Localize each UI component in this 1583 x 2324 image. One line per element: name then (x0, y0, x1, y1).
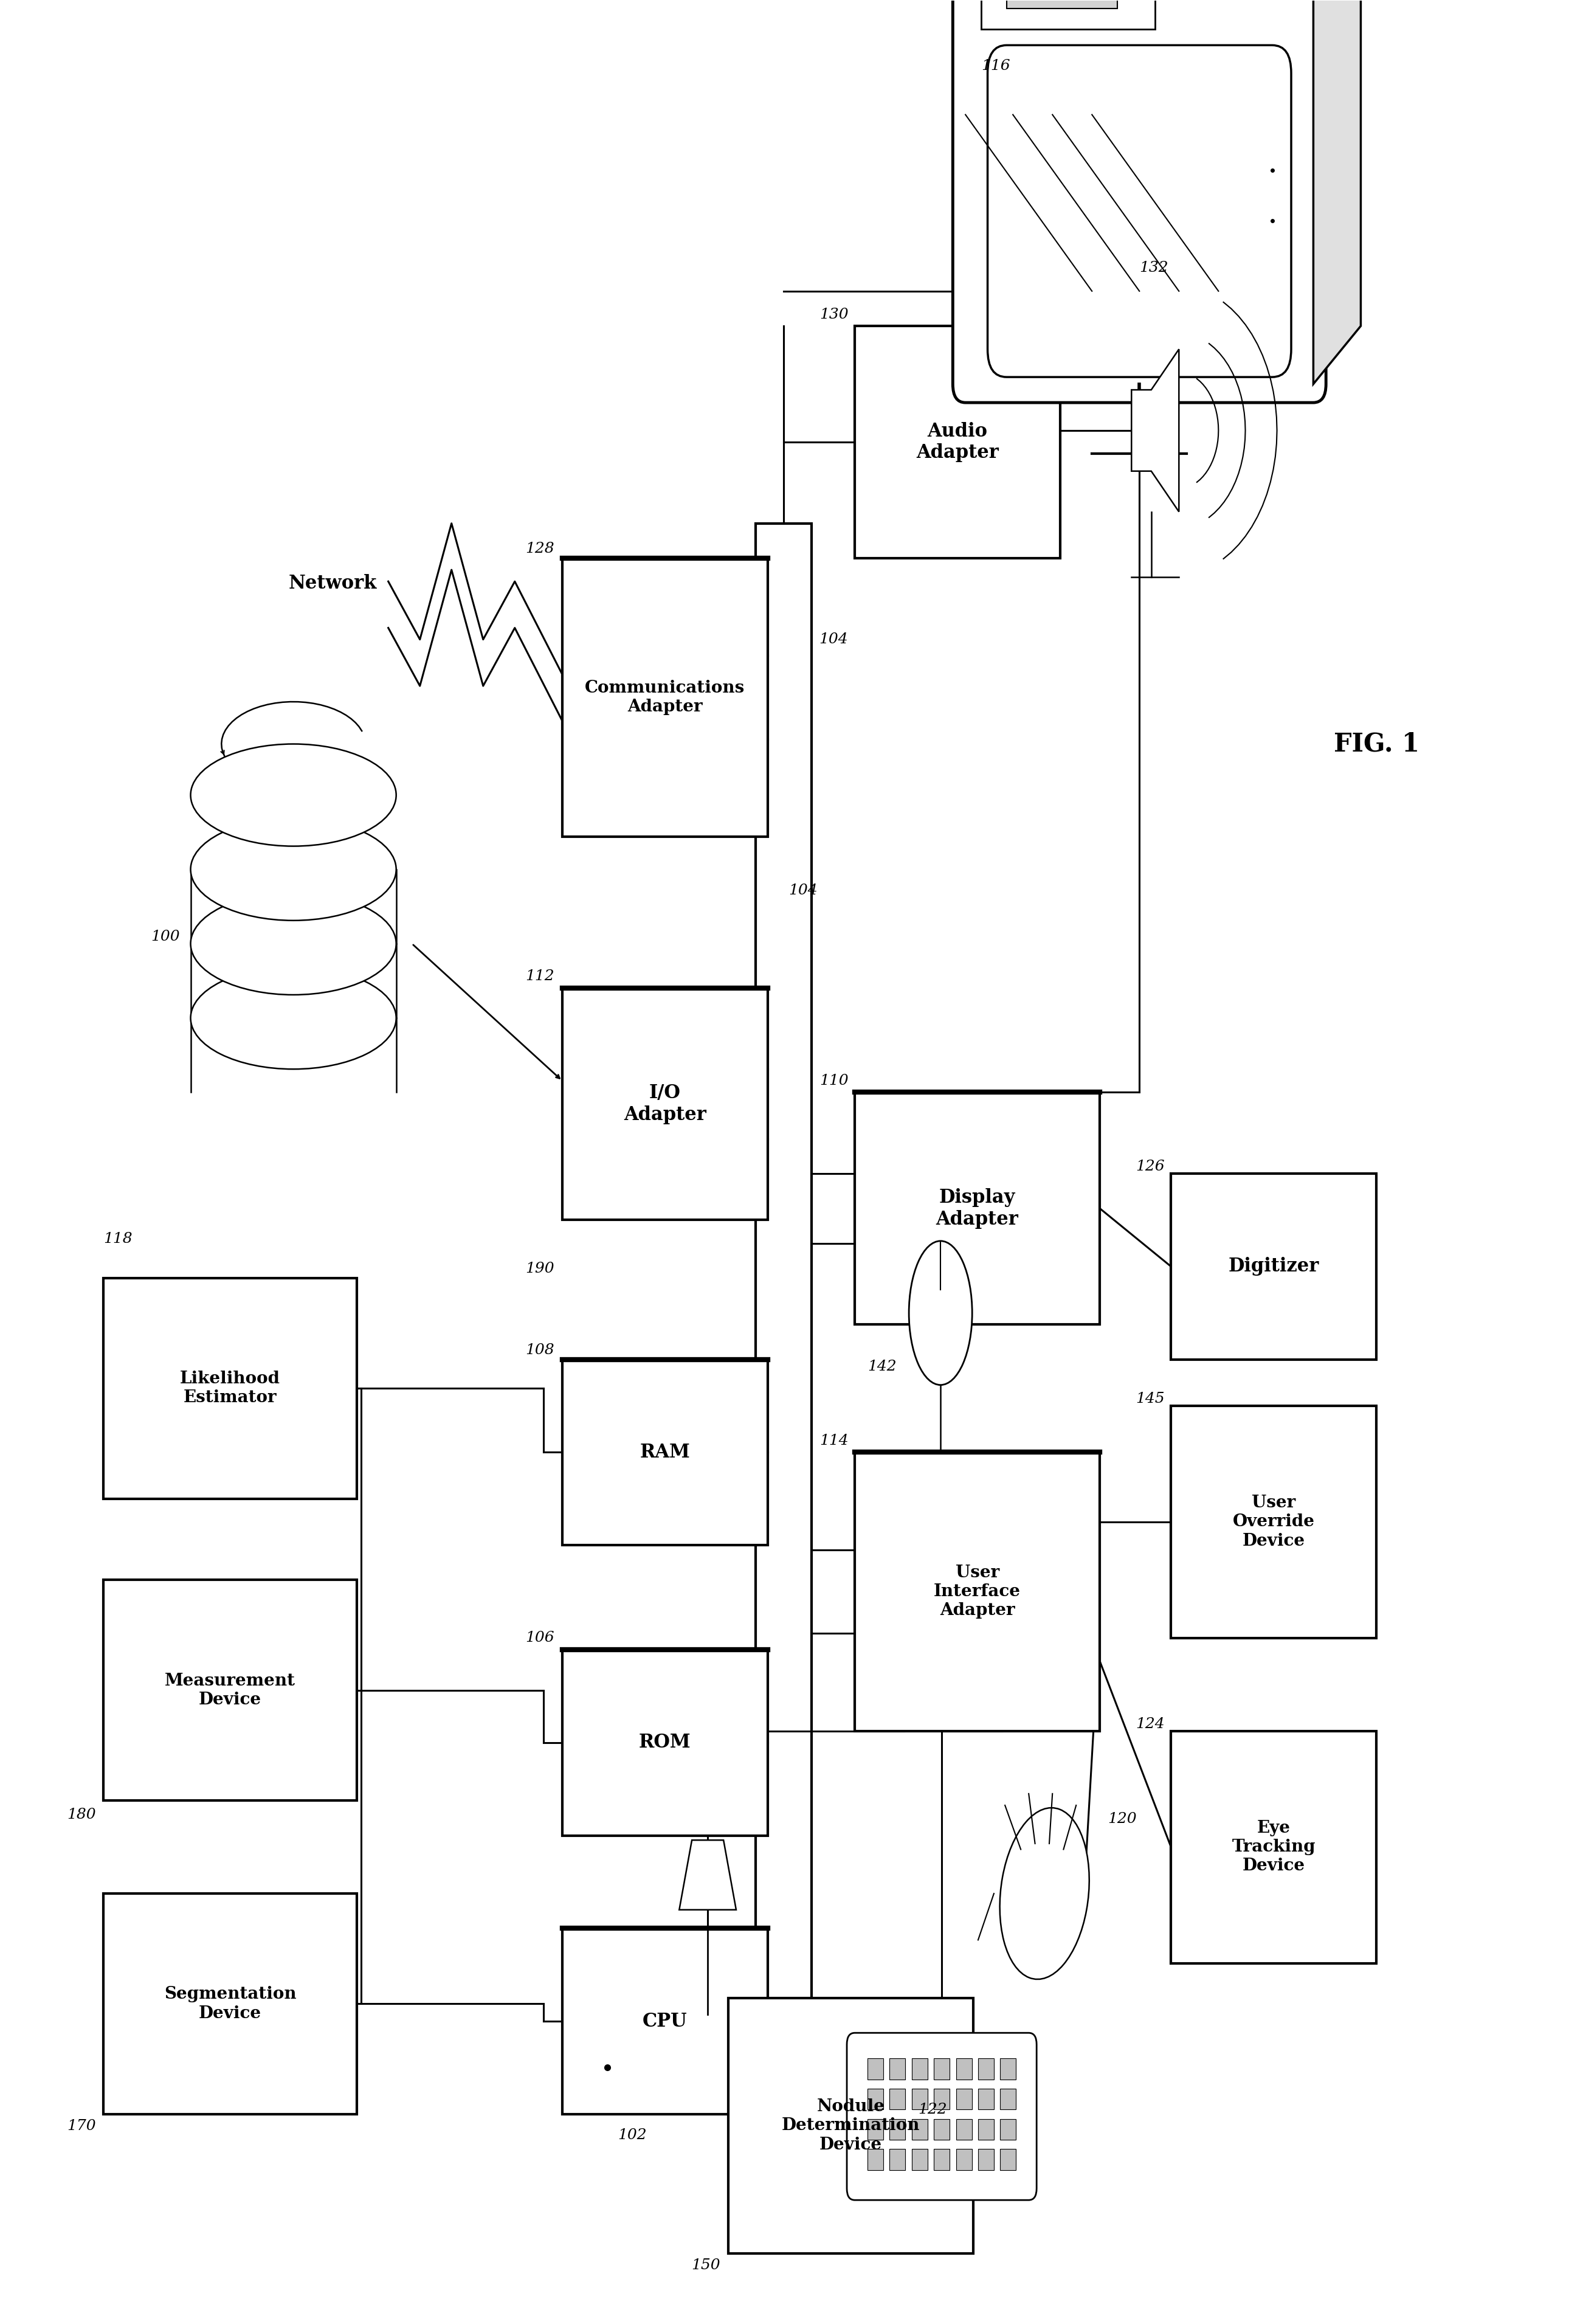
Text: 190: 190 (526, 1262, 554, 1276)
Bar (978, 2059, 994, 2080)
Bar (1000, 2150, 1016, 2171)
Bar (978, 2119, 994, 2140)
Text: 112: 112 (526, 969, 554, 983)
Bar (1000, 2119, 1016, 2140)
Bar (867, 2059, 883, 2080)
Text: Eye
Tracking
Device: Eye Tracking Device (1232, 1820, 1315, 1873)
Bar (934, 2150, 950, 2171)
Bar (934, 2089, 950, 2110)
Text: 120: 120 (1108, 1813, 1137, 1827)
Bar (981, 0, 1156, 28)
Bar (1171, 1174, 1377, 1360)
Text: 104: 104 (818, 632, 848, 646)
FancyBboxPatch shape (988, 44, 1292, 376)
Bar (890, 2089, 905, 2110)
Text: FIG. 1: FIG. 1 (1334, 732, 1420, 758)
Text: 126: 126 (1135, 1160, 1165, 1174)
Bar (956, 2089, 972, 2110)
Bar (912, 2119, 928, 2140)
Text: I/O
Adapter: I/O Adapter (624, 1083, 706, 1125)
Text: 106: 106 (526, 1631, 554, 1645)
Ellipse shape (1000, 1808, 1089, 1980)
Text: 170: 170 (66, 2119, 95, 2133)
FancyBboxPatch shape (847, 2033, 1037, 2201)
Ellipse shape (190, 818, 396, 920)
Bar (562, 558, 768, 837)
Bar (912, 2059, 928, 2080)
Text: 142: 142 (867, 1360, 896, 1373)
Text: 128: 128 (526, 541, 554, 555)
Bar (855, 325, 1061, 558)
Text: Digitizer: Digitizer (1228, 1257, 1319, 1276)
Text: 108: 108 (526, 1343, 554, 1357)
Bar (912, 2150, 928, 2171)
Bar (890, 2119, 905, 2140)
Bar (103, 1894, 356, 2115)
Bar (1007, 0, 1118, 9)
Text: 150: 150 (692, 2259, 720, 2273)
Polygon shape (679, 1841, 736, 1910)
Bar (978, 2150, 994, 2171)
Text: 102: 102 (617, 2129, 646, 2143)
Bar (1171, 1731, 1377, 1964)
Bar (1000, 2059, 1016, 2080)
Ellipse shape (190, 892, 396, 995)
Bar (757, 523, 810, 2119)
Bar (1000, 2089, 1016, 2110)
Ellipse shape (190, 967, 396, 1069)
Text: Segmentation
Device: Segmentation Device (165, 1987, 296, 2022)
Bar (934, 2119, 950, 2140)
Polygon shape (1314, 0, 1361, 383)
Text: 124: 124 (1135, 1717, 1165, 1731)
Bar (867, 2150, 883, 2171)
Text: 116: 116 (981, 58, 1010, 72)
Bar (728, 1999, 974, 2254)
Polygon shape (1132, 349, 1179, 511)
Bar (867, 2089, 883, 2110)
Bar (562, 988, 768, 1220)
Text: 114: 114 (820, 1434, 848, 1448)
Text: User
Override
Device: User Override Device (1233, 1494, 1315, 1550)
Bar (562, 1929, 768, 2115)
Bar (103, 1278, 356, 1499)
Bar (562, 1360, 768, 1545)
Bar (890, 2150, 905, 2171)
Text: CPU: CPU (643, 2013, 687, 2031)
Text: 122: 122 (918, 2103, 947, 2117)
Bar (912, 2089, 928, 2110)
Bar (956, 2059, 972, 2080)
Bar (855, 1452, 1100, 1731)
Bar (867, 2119, 883, 2140)
Bar (890, 2059, 905, 2080)
Text: 132: 132 (1140, 260, 1168, 274)
FancyBboxPatch shape (953, 0, 1327, 402)
Text: 118: 118 (103, 1232, 133, 1246)
Bar (956, 2150, 972, 2171)
Bar (103, 1580, 356, 1801)
Text: Likelihood
Estimator: Likelihood Estimator (180, 1371, 280, 1406)
Text: 180: 180 (66, 1808, 95, 1822)
Bar (562, 1650, 768, 1836)
Bar (1171, 1406, 1377, 1638)
Text: Audio
Adapter: Audio Adapter (917, 421, 999, 462)
Text: User
Interface
Adapter: User Interface Adapter (934, 1564, 1021, 1620)
Text: 104: 104 (788, 883, 817, 897)
Text: 110: 110 (820, 1074, 848, 1088)
Text: Display
Adapter: Display Adapter (936, 1188, 1018, 1229)
Bar (956, 2119, 972, 2140)
Text: RAM: RAM (640, 1443, 690, 1462)
Text: Measurement
Device: Measurement Device (165, 1673, 296, 1708)
Ellipse shape (909, 1241, 972, 1385)
Text: Nodule
Determination
Device: Nodule Determination Device (782, 2099, 920, 2152)
Text: Network: Network (288, 574, 377, 593)
Text: 130: 130 (820, 307, 848, 321)
Bar (855, 1092, 1100, 1325)
Bar (934, 2059, 950, 2080)
Text: Communications
Adapter: Communications Adapter (586, 681, 746, 716)
Text: 145: 145 (1135, 1392, 1165, 1406)
Text: ROM: ROM (640, 1734, 692, 1752)
Text: 100: 100 (150, 930, 180, 944)
Bar (978, 2089, 994, 2110)
Ellipse shape (190, 744, 396, 846)
